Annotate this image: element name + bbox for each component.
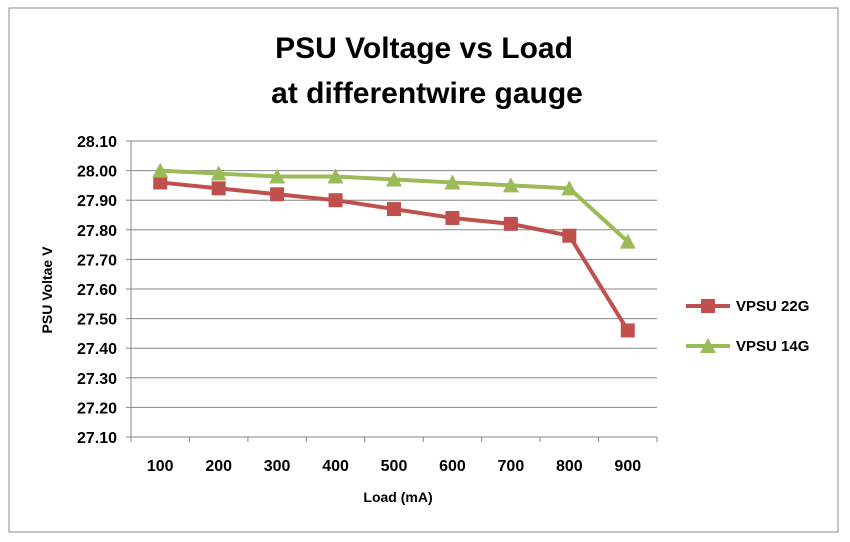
- data-point: [561, 180, 578, 196]
- x-tick-label: 100: [147, 458, 174, 475]
- y-tick-label: 28.00: [77, 164, 117, 181]
- x-tick-label: 900: [614, 458, 641, 475]
- data-point: [445, 210, 460, 225]
- data-point: [328, 193, 343, 208]
- x-tick-label: 600: [439, 458, 466, 475]
- series-vpsu-14g: [152, 162, 636, 249]
- chart-border: [8, 7, 839, 533]
- data-point: [386, 171, 402, 187]
- y-tick-labels: 27.10 27.20 27.30 27.40 27.50 27.60 27.70 27.80…: [77, 134, 117, 447]
- data-point: [270, 187, 285, 202]
- data-point: [502, 177, 519, 193]
- data-point: [269, 168, 286, 184]
- data-point: [210, 165, 227, 181]
- y-tick-label: 27.80: [77, 223, 117, 240]
- data-point: [562, 228, 577, 243]
- y-tick-label: 27.40: [77, 341, 117, 358]
- y-tick-label: 27.70: [77, 252, 117, 269]
- x-tick-label: 300: [264, 458, 291, 475]
- y-tick-label: 28.10: [77, 134, 117, 151]
- data-point: [152, 162, 169, 178]
- legend-marker: [701, 299, 715, 313]
- data-point: [620, 323, 635, 338]
- y-tick-label: 27.20: [77, 400, 117, 417]
- x-axis-title: Load (mA): [363, 489, 432, 505]
- x-tick-label: 800: [556, 458, 583, 475]
- axes: [126, 140, 658, 442]
- y-axis-title: PSU Voltae V: [39, 246, 55, 334]
- data-point: [387, 202, 401, 217]
- legend-label: VPSU 22G: [736, 298, 809, 315]
- x-tick-label: 200: [205, 458, 232, 475]
- legend-marker: [700, 338, 716, 353]
- y-tick-label: 27.50: [77, 312, 117, 329]
- x-tick-label: 400: [322, 458, 349, 475]
- data-point: [503, 216, 518, 231]
- data-point: [211, 181, 226, 196]
- x-tick-label: 500: [381, 458, 408, 475]
- legend: VPSU 22G VPSU 14G: [686, 298, 809, 355]
- x-tick-labels: 100 200 300 400 500 600 700 800 900: [147, 458, 641, 475]
- y-tick-label: 27.30: [77, 371, 117, 388]
- y-tick-label: 27.90: [77, 193, 117, 210]
- chart-title-line-1: PSU Voltage vs Load: [275, 32, 573, 65]
- data-point: [444, 174, 461, 190]
- series: [152, 162, 636, 338]
- data-point: [153, 175, 168, 190]
- chart-title-line-2: at differentwire gauge: [271, 77, 583, 110]
- legend-entry: VPSU 14G: [686, 338, 809, 355]
- y-tick-label: 27.60: [77, 282, 117, 299]
- legend-label: VPSU 14G: [736, 338, 809, 355]
- y-tick-label: 27.10: [77, 430, 117, 447]
- series-vpsu-22g: [153, 175, 635, 338]
- data-point: [619, 233, 636, 249]
- data-point: [327, 168, 344, 184]
- x-tick-label: 700: [498, 458, 525, 475]
- legend-entry: VPSU 22G: [686, 298, 809, 315]
